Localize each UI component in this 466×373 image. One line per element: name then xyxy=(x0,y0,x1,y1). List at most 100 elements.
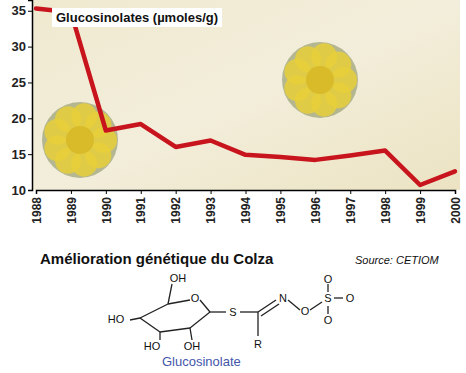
atom-label: O xyxy=(301,305,310,317)
bond xyxy=(257,312,258,336)
x-tick-label: 1995 xyxy=(274,197,288,224)
y-tick-mark xyxy=(28,47,32,48)
x-tick: 1990 xyxy=(100,190,114,224)
y-tick-mark xyxy=(28,82,32,83)
y-tick-label: 35 xyxy=(12,3,26,18)
x-axis-line xyxy=(37,191,456,195)
plot-background xyxy=(32,0,460,190)
x-tick-label: 1996 xyxy=(309,197,323,224)
y-tick: 30 xyxy=(12,39,32,54)
atom-label: HO xyxy=(144,340,161,352)
y-tick-mark xyxy=(28,190,32,191)
source: Source: CETIOM xyxy=(355,254,440,266)
bond xyxy=(168,284,172,304)
y-tick: 35 xyxy=(12,3,32,18)
x-tick-label: 1990 xyxy=(100,197,114,224)
bond xyxy=(327,306,328,314)
atom-label: O xyxy=(346,292,355,304)
bond xyxy=(130,318,140,320)
atom-label: N xyxy=(279,292,287,304)
y-tick-label: 10 xyxy=(12,183,26,198)
x-axis: 1988 1989 1990 1991 1992 1993 1994 1995 1996 1997… xyxy=(30,190,463,224)
x-tick-mark xyxy=(315,190,316,194)
x-tick-mark xyxy=(420,190,421,194)
x-tick: 1992 xyxy=(169,190,183,224)
x-tick-mark xyxy=(350,190,351,194)
bond xyxy=(258,300,276,312)
bond xyxy=(310,302,322,310)
y-axis-line xyxy=(28,1,33,191)
flower-center xyxy=(66,126,94,154)
x-tick: 1991 xyxy=(134,190,148,224)
bond xyxy=(190,328,192,340)
x-tick: 1989 xyxy=(65,190,79,224)
data-line xyxy=(36,9,455,185)
y-tick-label: 20 xyxy=(12,111,26,126)
bond xyxy=(327,284,328,292)
atom-label: OH xyxy=(170,272,187,284)
x-tick-label: 1993 xyxy=(204,197,218,224)
y-tick: 25 xyxy=(12,75,32,90)
x-tick-mark xyxy=(106,190,107,194)
x-tick-mark xyxy=(36,190,37,194)
bond xyxy=(210,311,226,312)
x-tick-mark xyxy=(176,190,177,194)
y-tick-label: 30 xyxy=(12,39,26,54)
x-tick-label: 1999 xyxy=(414,197,428,224)
y-tick-mark xyxy=(28,118,32,119)
atom-label: O xyxy=(324,314,333,326)
x-tick-mark xyxy=(141,190,142,194)
x-tick-mark xyxy=(71,190,72,194)
x-tick-label: 1994 xyxy=(239,197,253,224)
chart-title: Glucosinolates (µmoles/g) xyxy=(56,10,218,25)
x-tick-mark xyxy=(211,190,212,194)
bond xyxy=(240,311,258,312)
y-tick-mark xyxy=(28,154,32,155)
molecule: OHHOHOOHOSNOSOOOR xyxy=(108,272,355,352)
plot-area xyxy=(36,9,455,185)
x-tick: 1993 xyxy=(204,190,218,224)
x-tick-label: 1992 xyxy=(169,197,183,224)
y-tick: 10 xyxy=(12,183,32,198)
bond xyxy=(159,332,160,340)
x-tick-label: 1991 xyxy=(134,197,148,224)
bond xyxy=(288,300,300,310)
caption: Amélioration génétique du Colza xyxy=(40,250,274,267)
chart: 10 15 20 25 30 35 1988 1989 1990 1991 1992 1993 1994… xyxy=(0,0,466,373)
bond xyxy=(160,328,190,332)
x-tick-mark xyxy=(246,190,247,194)
bond xyxy=(334,297,343,298)
x-tick: 1988 xyxy=(30,190,44,224)
y-axis: 10 15 20 25 30 35 xyxy=(12,1,33,198)
atom-label: O xyxy=(324,273,333,285)
x-tick-mark xyxy=(455,190,456,194)
bond xyxy=(190,312,210,328)
bond xyxy=(168,300,190,304)
x-tick: 1996 xyxy=(309,190,323,224)
x-tick-mark xyxy=(385,190,386,194)
y-tick-label: 25 xyxy=(12,75,26,90)
x-tick: 1999 xyxy=(414,190,428,224)
atom-label: OH xyxy=(184,340,201,352)
flower-leaves xyxy=(282,42,358,118)
bond xyxy=(200,300,210,312)
bond xyxy=(140,318,160,332)
y-tick: 15 xyxy=(12,147,32,162)
atom-label: S xyxy=(324,292,331,304)
atom-label: S xyxy=(229,306,236,318)
x-tick-label: 1998 xyxy=(379,197,393,224)
bond xyxy=(261,304,279,316)
atom-label: R xyxy=(254,338,262,350)
title-box xyxy=(52,8,222,27)
x-tick-label: 2000 xyxy=(449,197,463,224)
y-tick-mark xyxy=(28,11,32,12)
atom-label: HO xyxy=(108,313,125,325)
atom-label: O xyxy=(191,292,200,304)
x-tick-label: 1988 xyxy=(30,197,44,224)
flower-center xyxy=(306,66,334,94)
x-tick-label: 1989 xyxy=(65,197,79,224)
y-tick: 20 xyxy=(12,111,32,126)
x-tick-label: 1997 xyxy=(344,197,358,224)
x-tick: 1998 xyxy=(379,190,393,224)
x-tick-mark xyxy=(280,190,281,194)
